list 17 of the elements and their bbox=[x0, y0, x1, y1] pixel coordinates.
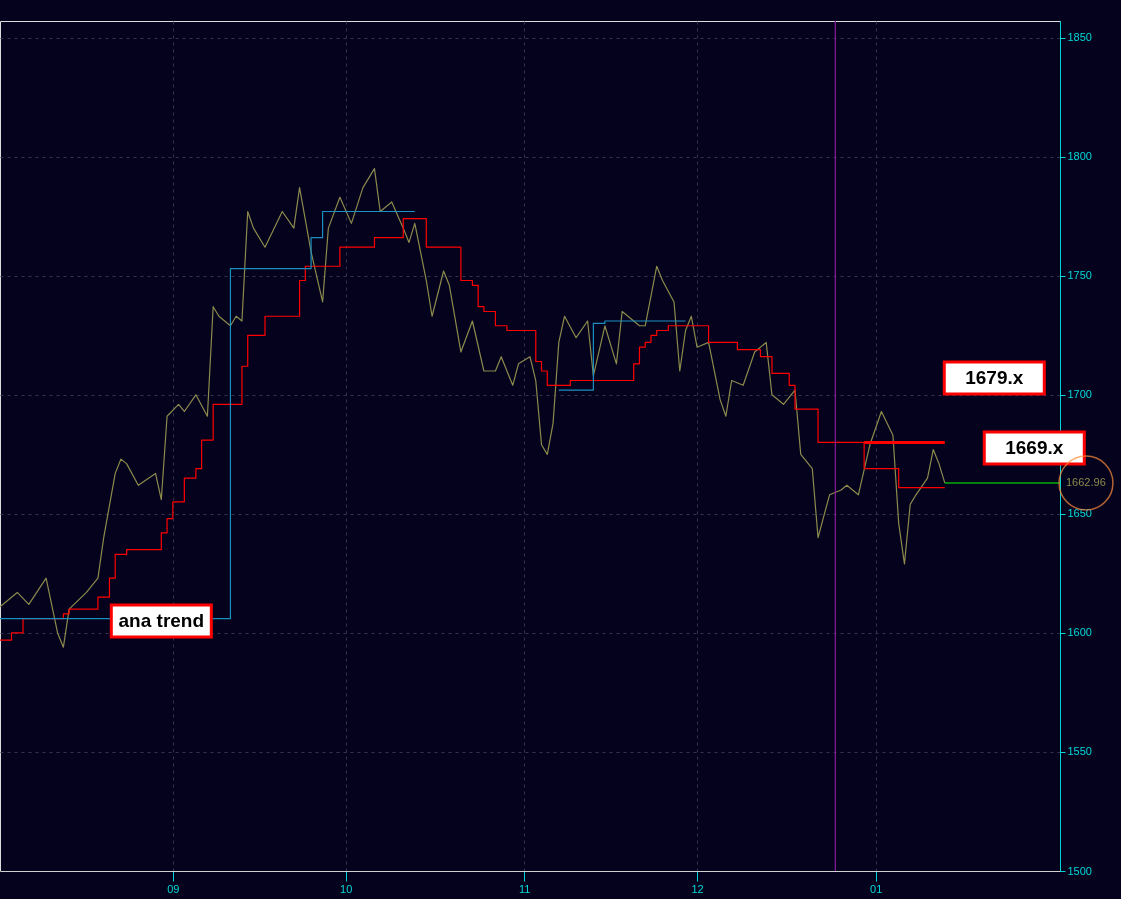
annotation: 1669.x bbox=[1005, 437, 1064, 458]
annotation: 1662.96 bbox=[1066, 476, 1106, 488]
y-tick-label: 1850 bbox=[1067, 31, 1092, 44]
y-tick-label: 1800 bbox=[1067, 150, 1092, 163]
y-tick-label: 1600 bbox=[1067, 626, 1092, 639]
y-tick-label: 1500 bbox=[1067, 864, 1092, 877]
y-tick-label: 1700 bbox=[1067, 388, 1092, 401]
x-tick-label: 10 bbox=[340, 882, 353, 895]
y-tick-label: 1550 bbox=[1067, 745, 1092, 758]
annotation: ana trend bbox=[118, 610, 205, 631]
x-tick-label: 12 bbox=[691, 882, 704, 895]
x-tick-label: 11 bbox=[519, 882, 531, 895]
y-tick-label: 1650 bbox=[1067, 507, 1092, 520]
x-tick-label: 09 bbox=[167, 882, 180, 895]
annotation: 1679.x bbox=[965, 367, 1024, 388]
x-tick-label: 01 bbox=[870, 882, 883, 895]
y-tick-label: 1750 bbox=[1067, 269, 1092, 282]
